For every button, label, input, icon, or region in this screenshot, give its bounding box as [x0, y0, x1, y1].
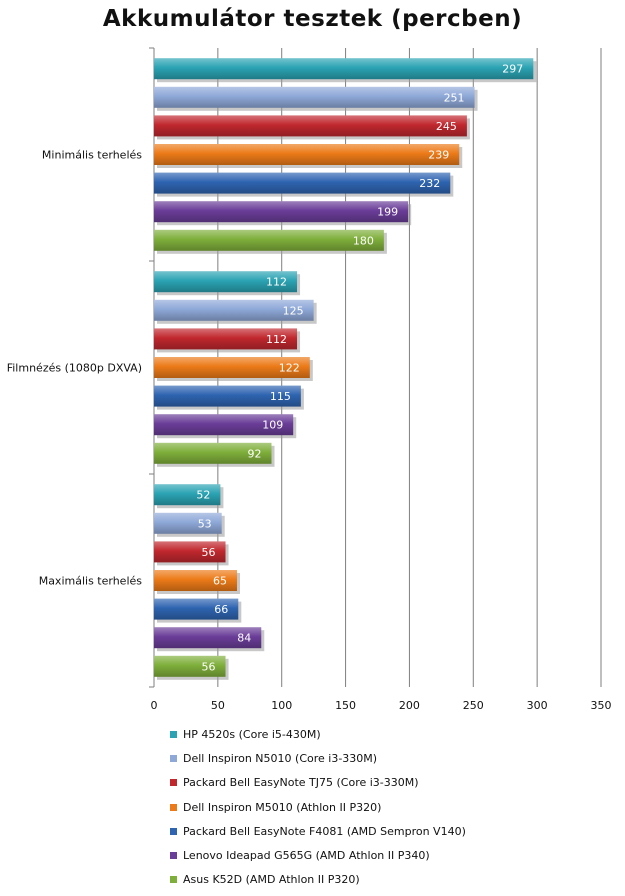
- legend-item: Packard Bell EasyNote TJ75 (Core i3-330M…: [170, 771, 610, 795]
- bar: [154, 86, 475, 108]
- bar: [154, 414, 294, 436]
- data-label: 115: [270, 390, 291, 403]
- chart-title: Akkumulátor tesztek (percben): [102, 6, 523, 32]
- data-label: 297: [502, 63, 523, 76]
- x-tick-label: 50: [211, 699, 225, 712]
- legend-swatch: [170, 852, 177, 860]
- data-label: 239: [428, 149, 449, 162]
- data-label: 232: [419, 177, 440, 190]
- legend-label: HP 4520s (Core i5-430M): [183, 727, 321, 741]
- data-label: 66: [214, 603, 228, 616]
- data-label: 122: [279, 362, 300, 375]
- data-label: 92: [247, 447, 261, 460]
- bar: [154, 385, 301, 407]
- legend-item: Dell Inspiron M5010 (Athlon II P320): [170, 795, 610, 819]
- legend-label: Dell Inspiron N5010 (Core i3-330M): [183, 751, 378, 765]
- x-tick-label: 100: [271, 699, 292, 712]
- legend-label: Asus K52D (AMD Athlon II P320): [183, 873, 360, 887]
- bar: [154, 201, 409, 223]
- bar: [154, 328, 298, 350]
- data-label: 65: [213, 575, 227, 588]
- data-label: 56: [202, 546, 216, 559]
- x-tick-label: 250: [463, 699, 484, 712]
- bar: [154, 512, 222, 534]
- x-tick-label: 300: [527, 699, 548, 712]
- x-tick-label: 350: [591, 699, 612, 712]
- bar: [154, 299, 314, 321]
- bar: [154, 598, 239, 620]
- bar: [154, 229, 384, 251]
- bar: [154, 58, 534, 80]
- data-label: 125: [283, 304, 304, 317]
- bar: [154, 484, 221, 506]
- legend-item: Lenovo Ideapad G565G (AMD Athlon II P340…: [170, 843, 610, 867]
- data-label: 52: [196, 489, 210, 502]
- data-label: 112: [266, 276, 287, 289]
- data-label: 245: [436, 120, 457, 133]
- legend-item: Dell Inspiron N5010 (Core i3-330M): [170, 746, 610, 770]
- legend-swatch: [170, 876, 177, 884]
- legend-item: HP 4520s (Core i5-430M): [170, 722, 610, 746]
- category-label: Maximális terhelés: [39, 575, 143, 588]
- bar: [154, 442, 272, 464]
- bar: [154, 172, 451, 194]
- bar: [154, 271, 298, 293]
- legend-swatch: [170, 754, 177, 762]
- legend-label: Dell Inspiron M5010 (Athlon II P320): [183, 800, 382, 814]
- data-label: 84: [237, 632, 251, 645]
- bar: [154, 541, 226, 563]
- legend-label: Packard Bell EasyNote F4081 (AMD Sempron…: [183, 824, 466, 838]
- legend-label: Lenovo Ideapad G565G (AMD Athlon II P340…: [183, 849, 430, 863]
- bar: [154, 627, 262, 649]
- bar: [154, 570, 238, 591]
- legend-swatch: [170, 803, 177, 811]
- bar: [154, 357, 310, 378]
- data-label: 180: [353, 234, 374, 247]
- data-label: 199: [377, 206, 398, 219]
- bar: [154, 655, 226, 677]
- legend-swatch: [170, 827, 177, 835]
- data-label: 112: [266, 333, 287, 346]
- x-tick-label: 0: [151, 699, 158, 712]
- legend-label: Packard Bell EasyNote TJ75 (Core i3-330M…: [183, 776, 419, 790]
- data-label: 251: [444, 91, 465, 104]
- data-label: 109: [262, 419, 283, 432]
- category-label: Minimális terhelés: [42, 149, 142, 162]
- legend-swatch: [170, 779, 177, 787]
- x-tick-label: 150: [335, 699, 356, 712]
- legend-item: Packard Bell EasyNote F4081 (AMD Sempron…: [170, 819, 610, 843]
- legend-item: Asus K52D (AMD Athlon II P320): [170, 868, 610, 892]
- chart-legend: HP 4520s (Core i5-430M) Dell Inspiron N50…: [170, 722, 610, 892]
- category-label: Filmnézés (1080p DXVA): [7, 362, 142, 375]
- legend-swatch: [170, 730, 177, 738]
- bar: [154, 144, 460, 165]
- data-label: 56: [202, 660, 216, 673]
- bar: [154, 115, 467, 137]
- x-tick-label: 200: [399, 699, 420, 712]
- data-label: 53: [198, 517, 212, 530]
